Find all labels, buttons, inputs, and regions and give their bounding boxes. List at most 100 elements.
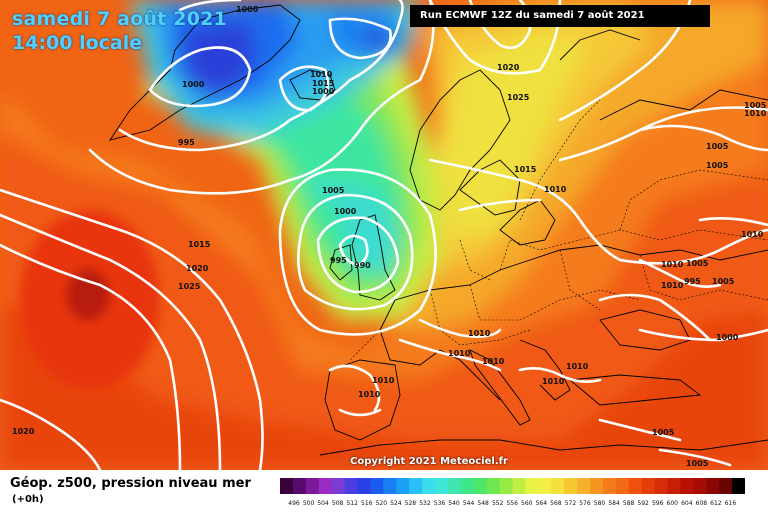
isobar-label: 1010 [448,349,471,358]
scale-swatch [641,478,656,494]
isobar-label: 1005 [744,101,767,110]
scale-label: 544 [463,500,475,507]
scale-label: 500 [303,500,315,507]
scale-label: 588 [623,500,635,507]
scale-swatch [525,478,539,494]
isobar-label: 990 [354,261,371,270]
isobar-label: 995 [178,138,195,147]
copyright: Copyright 2021 Meteociel.fr [350,456,508,467]
scale-label: 496 [288,500,300,507]
scale-swatch [305,478,320,494]
scale-swatch [447,478,462,494]
isobar-label: 1015 [188,240,211,249]
isobar-label: 1010 [468,329,491,338]
scale-label: 560 [521,500,533,507]
scale-swatch [615,478,630,494]
scale-label: 604 [681,500,693,507]
scale-swatch [422,478,436,494]
isobar-labels: 1000100010001010101599510051000995990101… [12,5,767,468]
scale-swatch [590,478,604,494]
scale-swatch [280,478,294,494]
scale-label: 504 [317,500,329,507]
scale-swatch [628,478,643,494]
isobars [0,0,768,470]
scale-label: 564 [536,500,548,507]
scale-swatch [460,478,475,494]
scale-label: 600 [667,500,679,507]
scale-label: 528 [405,500,417,507]
coastlines [108,4,768,456]
color-scale: 496 500 504 508 512 516 520 524 528 532 536 540 544 5… [280,478,745,507]
scale-label: 612 [710,500,722,507]
weather-map[interactable]: 1000100010001010101599510051000995990101… [0,0,768,470]
scale-label: 536 [434,500,446,507]
isobar-label: 1005 [686,259,709,268]
isobar-label: 1020 [497,63,520,72]
scale-label: 592 [637,500,649,507]
isobar-label: 1010 [482,357,505,366]
isobar-label: 1020 [12,427,35,436]
isobar-label: 1015 [514,165,537,174]
isobar-label: 1005 [712,277,735,286]
legend-title: Géop. z500, pression niveau mer [10,476,251,491]
scale-swatch [383,478,397,494]
scale-swatch [435,478,449,494]
isobar-label: 1010 [741,230,764,239]
scale-swatch [357,478,371,494]
isobar-label: 1000 [312,87,335,96]
high-pressure-core [20,210,160,390]
scale-swatch [667,478,681,494]
isobar-label: 1010 [661,260,684,269]
scale-swatch [551,478,565,494]
forecast-date: samedi 7 août 2021 [12,8,227,30]
scale-swatch [602,478,617,494]
isobar-label: 1005 [686,459,709,468]
isobar-label: 1010 [372,376,395,385]
scale-swatch [732,478,745,494]
isobar-label: 1010 [310,70,333,79]
scale-label: 520 [376,500,388,507]
scale-swatch [344,478,358,494]
scale-label: 572 [565,500,577,507]
scale-label: 540 [448,500,460,507]
isobar-label: 1005 [706,161,729,170]
isobar-label: 1000 [236,5,259,14]
isobar-label: 1010 [544,185,567,194]
legend-subtitle: (+0h) [12,494,44,505]
scale-label: 512 [346,500,358,507]
isobar-label: 1025 [507,93,530,102]
scale-swatch [538,478,552,494]
isobar-label: 1010 [542,377,565,386]
isobar-label: 1005 [322,186,345,195]
scale-label: 576 [579,500,591,507]
scale-label: 616 [725,500,737,507]
forecast-time: 14:00 locale [12,32,143,54]
borders [349,99,768,361]
isobar-label: 1005 [706,142,729,151]
isobar-label: 1015 [312,79,335,88]
isobar-label: 1000 [716,333,739,342]
scale-label: 584 [608,500,620,507]
isobar-label: 1000 [334,207,357,216]
scale-swatch [292,478,307,494]
scale-swatch [318,478,333,494]
run-info: Run ECMWF 12Z du samedi 7 août 2021 [410,5,710,27]
scale-swatch [706,478,720,494]
isobar-label: 995 [684,277,701,286]
isobar-label: 1010 [744,109,767,118]
scale-label: 608 [696,500,708,507]
scale-swatch [370,478,384,494]
scale-swatch [693,478,707,494]
scale-label: 552 [492,500,504,507]
isobar-label: 1010 [358,390,381,399]
scale-label: 548 [477,500,489,507]
scale-swatch [654,478,668,494]
scale-label: 568 [550,500,562,507]
isobar-label: 1010 [566,362,589,371]
isobar-label: 995 [330,256,347,265]
scale-label: 596 [652,500,664,507]
scale-label: 524 [390,500,402,507]
scale-label: 516 [361,500,373,507]
scale-label: 508 [332,500,344,507]
